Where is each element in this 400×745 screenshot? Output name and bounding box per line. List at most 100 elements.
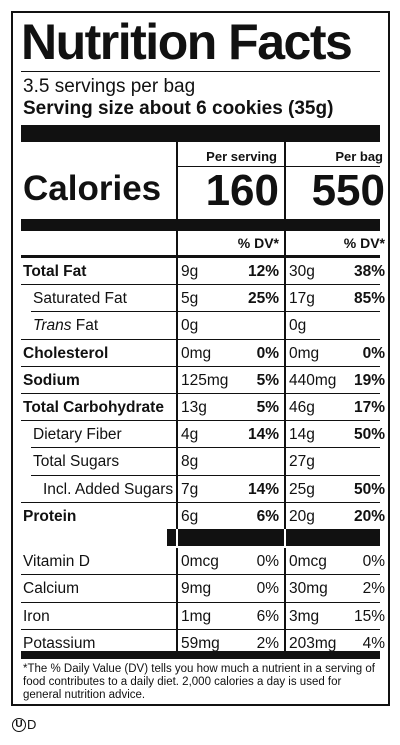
nutrient-label: Protein [23,507,76,527]
vitamin-row: Calcium 9mg 0% 30mg 2% [21,575,385,602]
column-divider [176,575,178,603]
column-divider [176,312,178,340]
symbol-letter: D [27,717,37,732]
per-bag-header: Per bag [335,149,383,164]
nutrient-label: Sodium [23,371,80,391]
nutrient-label: Total Fat [23,262,86,282]
vitamin-amount-per-serving: 1mg [181,607,212,625]
serving-size: Serving size about 6 cookies (35g) [23,98,334,119]
per-serving-header: Per serving [206,149,277,164]
column-divider [284,602,286,631]
amount-per-serving: 13g [181,399,207,416]
amount-per-bag: 0g [289,317,307,335]
column-divider [284,339,286,367]
dv-per-serving: 0% [256,344,279,362]
nutrient-label-italic: Trans [33,317,72,335]
amount-per-bag: 30g [289,263,315,280]
column-divider [176,394,178,422]
nutrient-row: Incl. Added Sugars 7g 14% 25g 50% [21,476,385,503]
vitamin-dv-per-bag: 15% [353,607,385,625]
row-separator [21,284,380,286]
column-divider [284,630,286,658]
column-divider-1 [176,142,178,231]
vitamin-amount-per-bag: 30mg [289,580,328,598]
nutrient-row: Total Carbohydrate 13g 5% 46g 17% [21,394,385,421]
vitamin-amount-per-bag: 3mg [289,607,320,625]
vitamin-label: Iron [23,607,50,625]
nutrient-row: Dietary Fiber 4g 14% 14g 50% [21,421,385,448]
vitamin-dv-per-bag: 0% [362,553,385,570]
dv-per-bag: 85% [353,290,385,308]
vitamin-label: Potassium [23,635,96,653]
thick-rule-top [21,125,380,142]
symbol-mark: U D [12,717,36,732]
column-divider [176,548,178,576]
nutrient-label: Incl. Added Sugars [43,480,173,500]
calories-label: Calories [23,169,162,208]
row-separator [21,338,380,340]
column-divider [284,285,286,313]
calories-per-bag: 550 [311,166,385,215]
vitamin-row: Potassium 59mg 2% 203mg 4% [21,630,385,657]
amount-per-serving: 7g [181,480,199,498]
nutrient-label-text: Total Sugars [33,453,120,471]
amount-per-serving: 4g [181,426,199,444]
col1-header-rule [178,166,284,167]
dv-per-bag: 20% [353,507,385,525]
vitamin-dv-per-serving: 0% [256,553,279,570]
dv-per-bag: 50% [353,426,385,444]
dv-per-serving: 14% [247,480,279,498]
column-divider [176,421,178,449]
column-divider [284,575,286,603]
vitamin-amount-per-serving: 0mcg [181,553,219,570]
nutrient-row: Trans Fat 0g 0g [21,312,380,339]
row-separator [21,501,380,503]
nutrient-label-text: Protein [23,507,77,525]
column-divider [284,548,286,576]
column-divider [176,448,178,476]
nutrient-label: Cholesterol [23,344,108,364]
column-divider [284,312,286,340]
amount-per-serving: 8g [181,453,199,471]
nutrient-label: Saturated Fat [33,289,127,309]
amount-per-bag: 17g [289,290,315,308]
panel-title: Nutrition Facts [21,14,353,70]
amount-per-serving: 125mg [181,371,229,389]
nutrient-label-text: Sodium [23,371,80,389]
dv-per-serving: 5% [256,371,279,389]
column-divider [284,475,286,503]
vitamin-amount-per-serving: 9mg [181,580,212,598]
dv-divider-1 [176,231,178,255]
nutrient-label-text: Cholesterol [23,344,109,362]
column-divider [284,394,286,422]
column-divider [176,475,178,503]
nutrient-label-text: Fat [71,317,99,335]
nutrient-label-text: Incl. Added Sugars [43,480,174,498]
nutrient-row: Protein 6g 6% 20g 20% [21,503,385,530]
column-divider [176,285,178,313]
nutrient-row: Cholesterol 0mg 0% 0mg 0% [21,340,385,367]
vitamin-amount-per-bag: 0mcg [289,553,327,570]
dv-per-bag: 50% [353,480,385,498]
row-separator [21,365,380,367]
dv-per-bag: 38% [353,263,385,280]
column-divider [176,630,178,658]
dv-per-serving: 6% [256,507,279,525]
column-divider [284,366,286,394]
title-rule [21,71,380,72]
column-divider [176,502,178,530]
nutrient-label: Trans Fat [33,316,98,336]
column-divider [176,366,178,394]
vitamin-amount-per-serving: 59mg [181,635,220,653]
col2-header-rule [286,166,380,167]
dv-header-col1: % DV* [237,235,279,251]
dv-per-bag: 0% [362,344,385,362]
dv-per-bag: 19% [353,371,385,389]
vitamin-dv-per-serving: 2% [256,635,279,653]
column-divider [284,258,286,286]
dv-divider-2 [284,231,286,255]
bar-gap [284,529,286,548]
amount-per-serving: 6g [181,507,199,525]
nutrient-label-text: Total Fat [23,263,87,280]
amount-per-bag: 20g [289,507,315,525]
